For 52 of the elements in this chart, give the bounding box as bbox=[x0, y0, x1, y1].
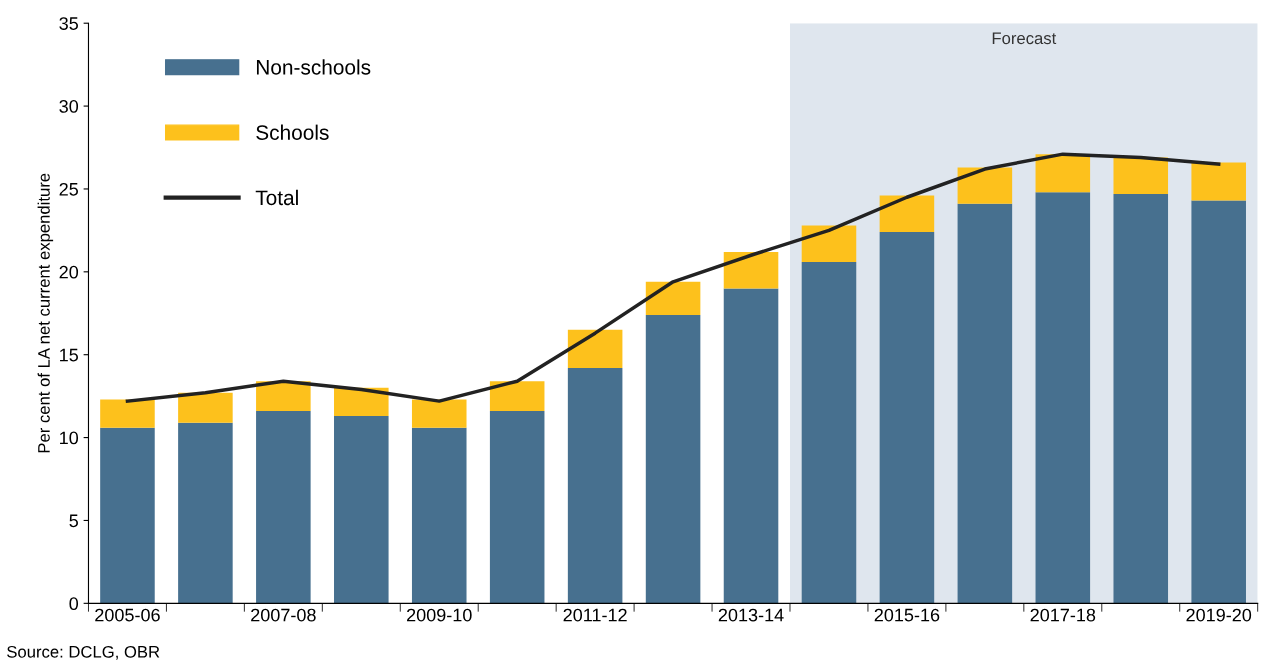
bar bbox=[334, 387, 389, 417]
bar bbox=[1113, 193, 1169, 604]
bar bbox=[957, 203, 1013, 604]
y-tick-label: 25 bbox=[59, 182, 78, 196]
bar bbox=[1191, 162, 1246, 201]
x-tick-label: 2015-16 bbox=[874, 608, 940, 622]
x-tick-label: 2005-06 bbox=[95, 608, 160, 622]
line-series bbox=[125, 152, 1221, 403]
bar bbox=[801, 261, 857, 604]
source-note: Source: DCLG, OBR bbox=[7, 645, 160, 660]
y-tick-label: 30 bbox=[59, 100, 79, 113]
x-tick-label: 2009-10 bbox=[407, 608, 472, 622]
y-tick-label: 35 bbox=[59, 17, 78, 30]
bar bbox=[334, 416, 389, 604]
x-tick-label: 2017-18 bbox=[1030, 608, 1096, 622]
bar bbox=[957, 167, 1013, 204]
bar bbox=[1191, 200, 1246, 604]
bar bbox=[411, 399, 467, 428]
bar bbox=[256, 411, 311, 604]
bar bbox=[1035, 192, 1091, 604]
legend-label: Schools bbox=[256, 124, 329, 140]
bar bbox=[879, 195, 935, 233]
x-tick-label: 2013-14 bbox=[718, 608, 784, 622]
bar bbox=[567, 329, 623, 368]
legend-label: Non-schools bbox=[256, 59, 371, 75]
x-tick-label: 2007-08 bbox=[251, 608, 316, 622]
bar bbox=[178, 392, 233, 423]
bar bbox=[723, 288, 779, 604]
y-tick-label: 0 bbox=[69, 597, 79, 611]
x-tick-label: 2019-20 bbox=[1186, 608, 1252, 622]
bar bbox=[723, 251, 779, 289]
y-tick-label: 15 bbox=[60, 348, 78, 362]
y-axis-title: Per cent of LA net current expenditure bbox=[37, 173, 54, 453]
bar bbox=[645, 314, 701, 604]
bar bbox=[645, 281, 701, 315]
bar bbox=[178, 422, 233, 604]
bar bbox=[100, 427, 155, 604]
bar bbox=[489, 411, 545, 604]
y-tick-label: 5 bbox=[69, 514, 78, 528]
y-tick-label: 20 bbox=[59, 265, 79, 279]
bar bbox=[100, 399, 155, 428]
bar bbox=[411, 427, 467, 604]
bar bbox=[879, 232, 935, 604]
x-tick-label: 2011-12 bbox=[563, 608, 627, 622]
bar bbox=[1035, 154, 1091, 193]
bar bbox=[1113, 157, 1169, 194]
bar bbox=[567, 367, 623, 604]
bar bbox=[801, 225, 857, 262]
legend-label: Total bbox=[255, 189, 298, 206]
annotation: Forecast bbox=[992, 32, 1057, 45]
bar bbox=[489, 381, 545, 412]
y-tick-label: 10 bbox=[60, 431, 79, 445]
